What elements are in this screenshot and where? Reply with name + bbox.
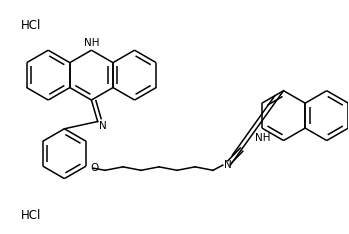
Text: HCl: HCl [21,19,41,32]
Text: N: N [99,121,107,131]
Text: HCl: HCl [21,209,41,222]
Text: NH: NH [255,133,270,143]
Text: NH: NH [84,38,99,48]
Text: N: N [224,160,232,170]
Text: O: O [90,163,98,173]
